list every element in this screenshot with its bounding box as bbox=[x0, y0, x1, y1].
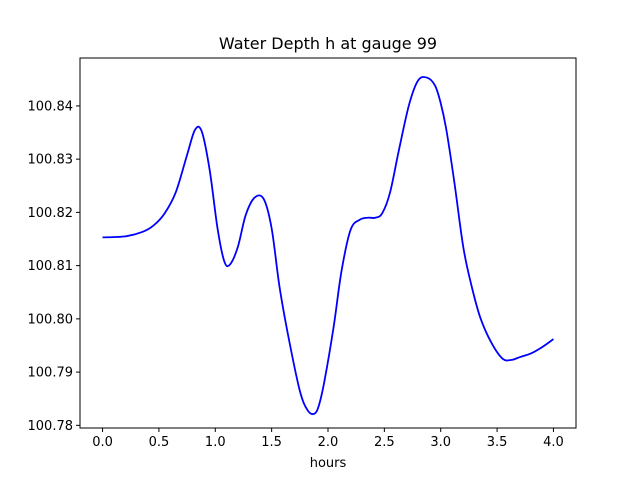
y-tick-label: 100.83 bbox=[28, 153, 74, 168]
x-tick-label: 4.0 bbox=[543, 435, 564, 450]
x-tick-label: 3.0 bbox=[430, 435, 451, 450]
y-tick-label: 100.80 bbox=[28, 312, 74, 327]
y-tick-label: 100.81 bbox=[28, 259, 74, 274]
x-tick-label: 2.0 bbox=[318, 435, 339, 450]
x-tick-label: 0.5 bbox=[149, 435, 170, 450]
x-tick-label: 2.5 bbox=[374, 435, 395, 450]
y-tick-label: 100.78 bbox=[28, 419, 74, 434]
y-tick-label: 100.79 bbox=[28, 366, 74, 381]
y-axis-ticks: 100.78 100.79 100.80 100.81 100.82 100.83 100.… bbox=[28, 99, 80, 434]
y-tick-label: 100.82 bbox=[28, 206, 74, 221]
x-tick-label: 0.0 bbox=[92, 435, 113, 450]
x-tick-label: 1.5 bbox=[261, 435, 282, 450]
chart-title: Water Depth h at gauge 99 bbox=[219, 34, 437, 53]
x-tick-label: 1.0 bbox=[205, 435, 226, 450]
plot-frame bbox=[79, 57, 577, 429]
series-line bbox=[102, 76, 554, 415]
y-tick-label: 100.84 bbox=[28, 99, 74, 114]
x-axis-ticks: 0.0 0.5 1.0 1.5 2.0 2.5 3.0 3.5 4.0 bbox=[92, 428, 564, 450]
x-axis-label: hours bbox=[310, 456, 347, 471]
x-tick-label: 3.5 bbox=[487, 435, 508, 450]
series-layer bbox=[102, 76, 554, 415]
